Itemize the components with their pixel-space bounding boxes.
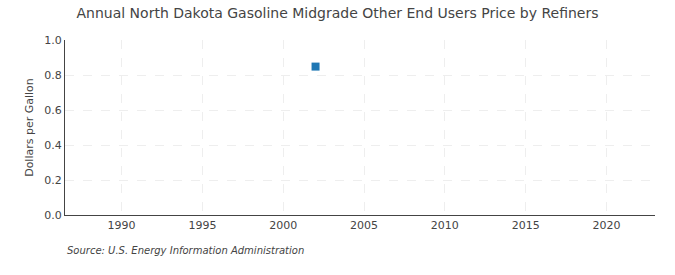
svg-text:1.0: 1.0 (44, 34, 62, 47)
svg-text:2010: 2010 (431, 219, 459, 232)
svg-text:0.2: 0.2 (44, 174, 62, 187)
svg-text:Source: U.S. Energy Informatio: Source: U.S. Energy Information Administ… (67, 245, 304, 256)
svg-text:0.8: 0.8 (44, 69, 62, 82)
svg-text:2005: 2005 (350, 219, 378, 232)
svg-text:2015: 2015 (512, 219, 540, 232)
svg-text:Annual North Dakota Gasoline M: Annual North Dakota Gasoline Midgrade Ot… (76, 5, 598, 21)
svg-text:0.6: 0.6 (44, 104, 62, 117)
svg-text:2000: 2000 (269, 219, 297, 232)
svg-text:2020: 2020 (593, 219, 621, 232)
svg-text:1990: 1990 (108, 219, 136, 232)
svg-text:1995: 1995 (188, 219, 216, 232)
svg-text:0.4: 0.4 (44, 139, 62, 152)
svg-text:0.0: 0.0 (44, 209, 62, 222)
svg-text:Dollars per Gallon: Dollars per Gallon (23, 78, 36, 177)
